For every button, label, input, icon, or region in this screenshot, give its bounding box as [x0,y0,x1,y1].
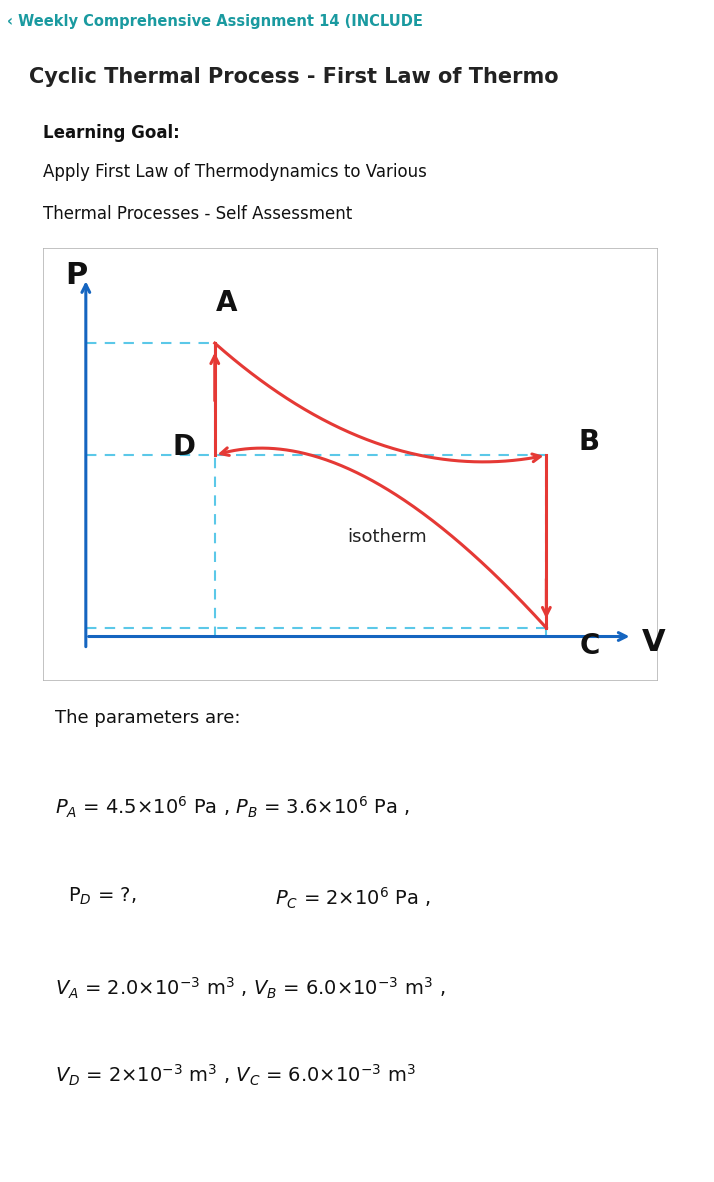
Text: $V_A$ = 2.0×10$^{-3}$ m$^3$ , $V_B$ = 6.0×10$^{-3}$ m$^3$ ,: $V_A$ = 2.0×10$^{-3}$ m$^3$ , $V_B$ = 6.… [56,976,446,1001]
Text: P$_D$ = ?,: P$_D$ = ?, [68,885,136,907]
Text: A: A [216,290,238,317]
Text: Thermal Processes - Self Assessment: Thermal Processes - Self Assessment [43,204,352,223]
Text: The parameters are:: The parameters are: [56,709,241,727]
Text: C: C [579,632,600,661]
Text: Cyclic Thermal Process - First Law of Thermo: Cyclic Thermal Process - First Law of Th… [29,67,558,86]
Text: $P_C$ = 2×10$^6$ Pa ,: $P_C$ = 2×10$^6$ Pa , [276,885,431,911]
Text: D: D [173,433,196,461]
Text: B: B [579,428,600,456]
Text: ‹ Weekly Comprehensive Assignment 14 (INCLUDE: ‹ Weekly Comprehensive Assignment 14 (IN… [7,14,423,28]
Text: $V_D$ = 2×10$^{-3}$ m$^3$ , $V_C$ = 6.0×10$^{-3}$ m$^3$: $V_D$ = 2×10$^{-3}$ m$^3$ , $V_C$ = 6.0×… [56,1063,416,1087]
Text: isotherm: isotherm [347,528,426,546]
Text: P: P [66,261,88,290]
Text: $P_A$ = 4.5×10$^6$ Pa , $P_B$ = 3.6×10$^6$ Pa ,: $P_A$ = 4.5×10$^6$ Pa , $P_B$ = 3.6×10$^… [56,795,411,820]
Text: Apply First Law of Thermodynamics to Various: Apply First Law of Thermodynamics to Var… [43,163,427,181]
Text: V: V [641,629,665,657]
Text: Learning Goal:: Learning Goal: [43,124,180,142]
